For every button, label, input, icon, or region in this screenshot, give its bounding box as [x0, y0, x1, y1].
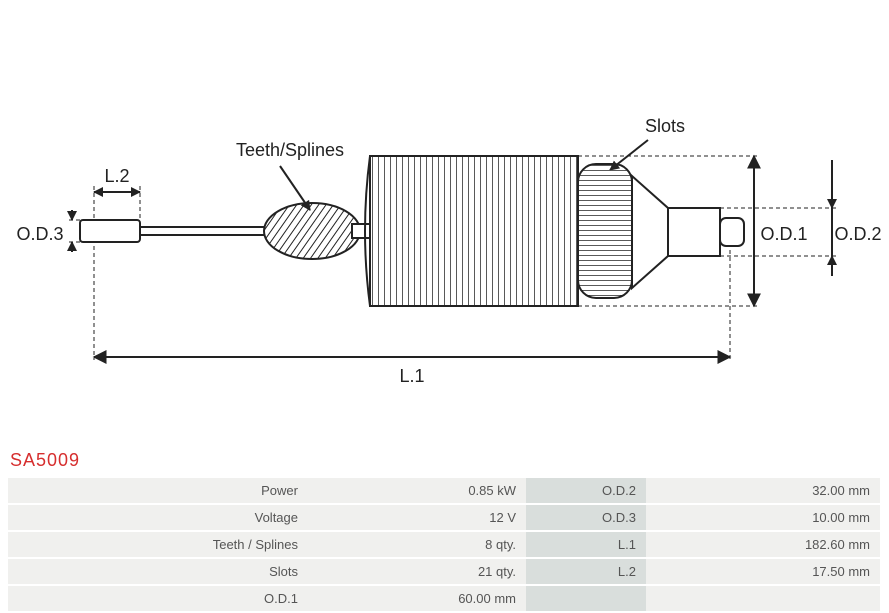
- spec-label: L.2: [526, 559, 646, 584]
- spec-label: [526, 586, 646, 611]
- dim-od1-label: O.D.1: [760, 224, 807, 244]
- spec-table: Power0.85 kWO.D.232.00 mmVoltage12 VO.D.…: [8, 476, 880, 613]
- spec-value: 8 qty.: [308, 532, 526, 557]
- dim-od3-label: O.D.3: [16, 224, 63, 244]
- spec-value: 21 qty.: [308, 559, 526, 584]
- spec-label: Slots: [8, 559, 308, 584]
- spec-value: 10.00 mm: [646, 505, 880, 530]
- table-row: Slots21 qty.L.217.50 mm: [8, 559, 880, 584]
- spec-value: 60.00 mm: [308, 586, 526, 611]
- spec-label: Teeth / Splines: [8, 532, 308, 557]
- spec-value: 0.85 kW: [308, 478, 526, 503]
- table-row: Voltage12 VO.D.310.00 mm: [8, 505, 880, 530]
- table-row: Teeth / Splines8 qty.L.1182.60 mm: [8, 532, 880, 557]
- spec-value: [646, 586, 880, 611]
- spec-value: 182.60 mm: [646, 532, 880, 557]
- part-number: SA5009: [10, 450, 80, 471]
- dim-l1-label: L.1: [399, 366, 424, 386]
- spec-value: 32.00 mm: [646, 478, 880, 503]
- table-row: Power0.85 kWO.D.232.00 mm: [8, 478, 880, 503]
- spec-label: Power: [8, 478, 308, 503]
- callout-slots-label: Slots: [645, 116, 685, 136]
- callout-teeth-label: Teeth/Splines: [236, 140, 344, 160]
- spec-label: O.D.2: [526, 478, 646, 503]
- dim-od2-label: O.D.2: [834, 224, 881, 244]
- technical-diagram: L.1 L.2 O.D.3 O.D.1 O.D.2 Teeth/Splines …: [0, 0, 889, 440]
- dim-l2-label: L.2: [104, 166, 129, 186]
- spec-value: 17.50 mm: [646, 559, 880, 584]
- spec-label: Voltage: [8, 505, 308, 530]
- table-row: O.D.160.00 mm: [8, 586, 880, 611]
- spec-label: O.D.1: [8, 586, 308, 611]
- spec-label: L.1: [526, 532, 646, 557]
- spec-value: 12 V: [308, 505, 526, 530]
- spec-label: O.D.3: [526, 505, 646, 530]
